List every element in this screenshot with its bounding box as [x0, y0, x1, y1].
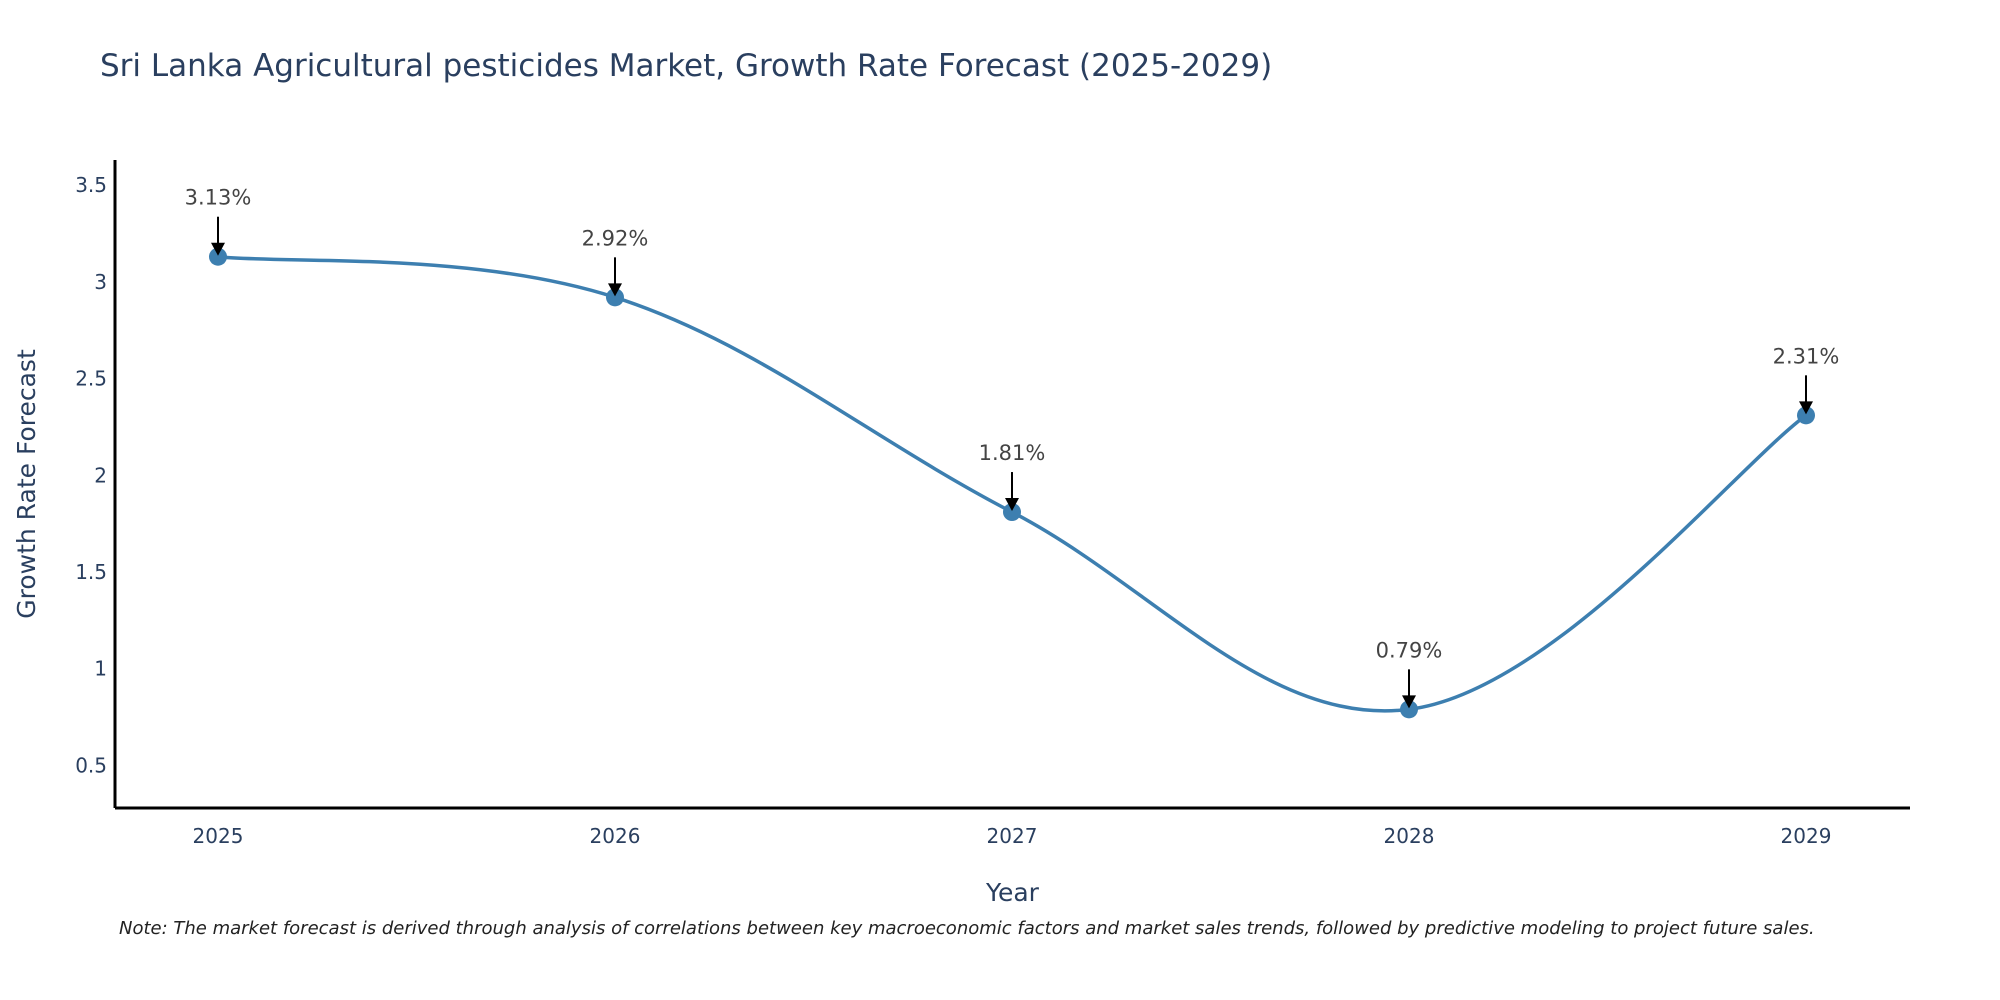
data-label: 0.79% [1376, 638, 1443, 662]
y-tick-label: 0.5 [75, 753, 107, 777]
data-label: 2.31% [1773, 344, 1840, 368]
data-label: 1.81% [979, 441, 1046, 465]
y-tick-label: 3 [94, 270, 107, 294]
x-tick-label: 2028 [1384, 824, 1435, 848]
chart-title: Sri Lanka Agricultural pesticides Market… [100, 48, 1273, 84]
data-point[interactable] [1003, 503, 1021, 522]
data-label: 2.92% [582, 226, 649, 250]
footnote: Note: The market forecast is derived thr… [119, 918, 1815, 939]
data-label: 3.13% [185, 186, 252, 210]
y-tick-label: 3.5 [75, 173, 107, 197]
y-tick-label: 2 [94, 463, 107, 487]
x-axis-title: Year [985, 878, 1040, 907]
data-point[interactable] [606, 288, 624, 307]
x-tick-label: 2027 [987, 824, 1038, 848]
data-point[interactable] [1400, 700, 1418, 719]
annotation-arrowhead [211, 242, 225, 256]
y-tick-label: 1 [94, 657, 107, 681]
x-tick-label: 2025 [193, 824, 244, 848]
annotation-arrowhead [1005, 498, 1019, 512]
annotation-arrowhead [608, 283, 622, 297]
series-line [217, 254, 1808, 713]
y-tick-label: 2.5 [75, 367, 107, 391]
data-point[interactable] [209, 247, 227, 266]
y-axis-title: Growth Rate Forecast [12, 349, 41, 619]
annotation-arrowhead [1402, 695, 1416, 709]
data-point[interactable] [1797, 406, 1815, 425]
annotation-arrowhead [1799, 401, 1813, 415]
x-tick-label: 2029 [1781, 824, 1832, 848]
x-tick-label: 2026 [590, 824, 641, 848]
y-tick-label: 1.5 [75, 560, 107, 584]
